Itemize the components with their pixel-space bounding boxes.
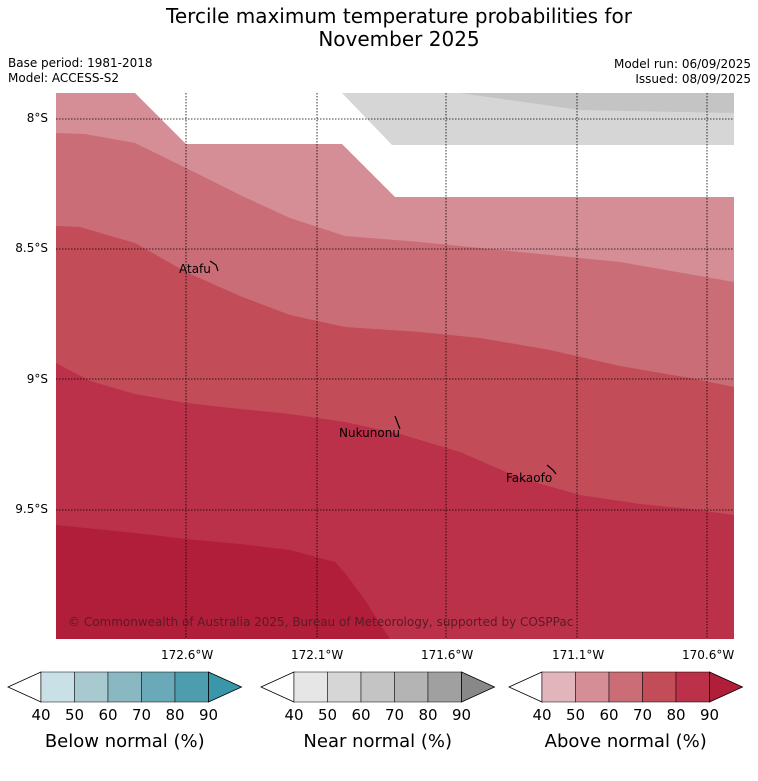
lon-label-171-1w: 171.1°W xyxy=(552,648,605,662)
colorbar-above-segment xyxy=(642,671,677,703)
colorbar-near-segment xyxy=(360,671,395,703)
nukunonu-island xyxy=(394,415,401,430)
colorbar-above-tick: 40 xyxy=(532,706,552,724)
colorbar-above-segment xyxy=(575,671,610,703)
colorbar-below-segment xyxy=(141,671,176,703)
colorbar-near-max-arrow xyxy=(461,671,496,703)
lat-label-8s: 8°S xyxy=(26,111,48,125)
colorbar-above-tick: 80 xyxy=(666,706,686,724)
colorbar-below-tick: 60 xyxy=(98,706,118,724)
colorbar-above-tick: 60 xyxy=(599,706,619,724)
copyright-notice: © Commonwealth of Australia 2025, Bureau… xyxy=(68,615,573,629)
colorbar-above xyxy=(508,671,744,703)
colorbar-below-tick: 50 xyxy=(64,706,85,724)
colorbar-near-tick: 90 xyxy=(451,706,472,724)
island-outlines xyxy=(209,260,557,475)
colorbar-above-title: Above normal (%) xyxy=(544,731,707,752)
model-run: Model run: 06/09/2025 xyxy=(613,57,751,71)
colorbar-below-tick: 80 xyxy=(165,706,185,724)
colorbar-near-tick: 70 xyxy=(384,706,405,724)
colorbar-above-segment xyxy=(608,671,643,703)
colorbar-below-segment xyxy=(174,671,209,703)
colorbar-below-segment xyxy=(107,671,142,703)
colorbar-near-segment xyxy=(293,671,328,703)
colorbar-below-title: Below normal (%) xyxy=(44,731,205,752)
colorbar-above-segment xyxy=(541,671,576,703)
colorbar-near-tick: 50 xyxy=(317,706,338,724)
map-title: Tercile maximum temperature probabilitie… xyxy=(0,5,758,51)
colorbar-above-segment xyxy=(675,671,710,703)
colorbar-below-segment xyxy=(74,671,109,703)
colorbar-above-tick: 90 xyxy=(699,706,720,724)
issued-date: Issued: 08/09/2025 xyxy=(635,72,751,86)
lon-label-170-6w: 170.6°W xyxy=(682,648,735,662)
lat-label-9-5s: 9.5°S xyxy=(15,502,48,516)
colorbar-near xyxy=(260,671,496,703)
title-line-1: Tercile maximum temperature probabilitie… xyxy=(166,4,632,28)
place-label-fakaofo: Fakaofo xyxy=(506,471,552,485)
base-period: Base period: 1981-2018 xyxy=(8,56,153,70)
colorbar-above-max-arrow xyxy=(709,671,744,703)
colorbar-near-tick: 80 xyxy=(418,706,438,724)
colorbar-near-segment xyxy=(327,671,362,703)
colorbar-below-segment xyxy=(40,671,75,703)
place-label-atafu: Atafu xyxy=(179,262,211,276)
colorbar-below-max-arrow xyxy=(208,671,243,703)
colorbar-below-tick: 70 xyxy=(131,706,152,724)
colorbar-near-tick: 60 xyxy=(351,706,371,724)
colorbar-above-tick: 50 xyxy=(565,706,586,724)
colorbar-above-tick: 70 xyxy=(632,706,653,724)
colorbar-near-title: Near normal (%) xyxy=(303,731,453,752)
title-line-2: November 2025 xyxy=(318,27,480,51)
colorbar-above-min-arrow xyxy=(508,671,543,703)
lon-label-172-6w: 172.6°W xyxy=(161,648,214,662)
fakaofo-island xyxy=(546,464,557,475)
lat-label-9s: 9°S xyxy=(26,372,48,386)
meta-left: Base period: 1981-2018 Model: ACCESS-S2 xyxy=(8,56,153,86)
colorbar-near-segment xyxy=(427,671,462,703)
lon-label-172-1w: 172.1°W xyxy=(291,648,344,662)
above-normal-90-region xyxy=(56,525,390,639)
colorbar-near-segment xyxy=(394,671,429,703)
meta-right: Model run: 06/09/2025 Issued: 08/09/2025 xyxy=(614,57,751,87)
near-normal-60-region xyxy=(460,93,734,113)
model-name: Model: ACCESS-S2 xyxy=(8,71,120,85)
atafu-island xyxy=(209,260,219,272)
colorbar-below xyxy=(7,671,243,703)
graticule xyxy=(56,93,734,639)
lat-label-8-5s: 8.5°S xyxy=(15,241,48,255)
place-label-nukunonu: Nukunonu xyxy=(339,426,400,440)
colorbar-near-tick: 40 xyxy=(284,706,304,724)
lon-label-171-6w: 171.6°W xyxy=(421,648,474,662)
colorbar-below-min-arrow xyxy=(7,671,42,703)
colorbar-below-tick: 40 xyxy=(31,706,51,724)
colorbar-near-min-arrow xyxy=(260,671,295,703)
colorbar-below-tick: 90 xyxy=(198,706,219,724)
